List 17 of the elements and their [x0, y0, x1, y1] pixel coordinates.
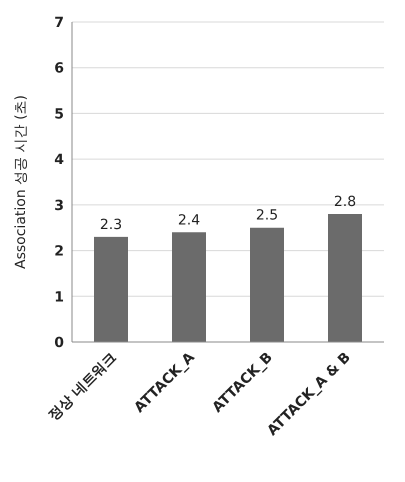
bar: [172, 232, 206, 342]
y-tick-label: 1: [54, 289, 64, 306]
y-axis-title: Association 성공 시간 (초): [12, 95, 29, 269]
y-tick-label: 5: [54, 106, 64, 122]
data-label: 2.3: [100, 216, 122, 233]
bar: [250, 228, 284, 342]
y-tick-label: 7: [54, 14, 64, 31]
bar: [94, 236, 128, 342]
y-tick-label: 4: [54, 152, 64, 168]
data-label: 2.8: [334, 194, 356, 210]
data-label: 2.4: [178, 212, 200, 228]
y-tick-label: 3: [54, 198, 64, 214]
y-tick-label: 6: [54, 60, 64, 77]
bar: [328, 214, 362, 342]
data-label: 2.5: [256, 208, 278, 224]
y-tick-label: 0: [54, 334, 64, 351]
y-tick-label: 2: [54, 244, 64, 260]
